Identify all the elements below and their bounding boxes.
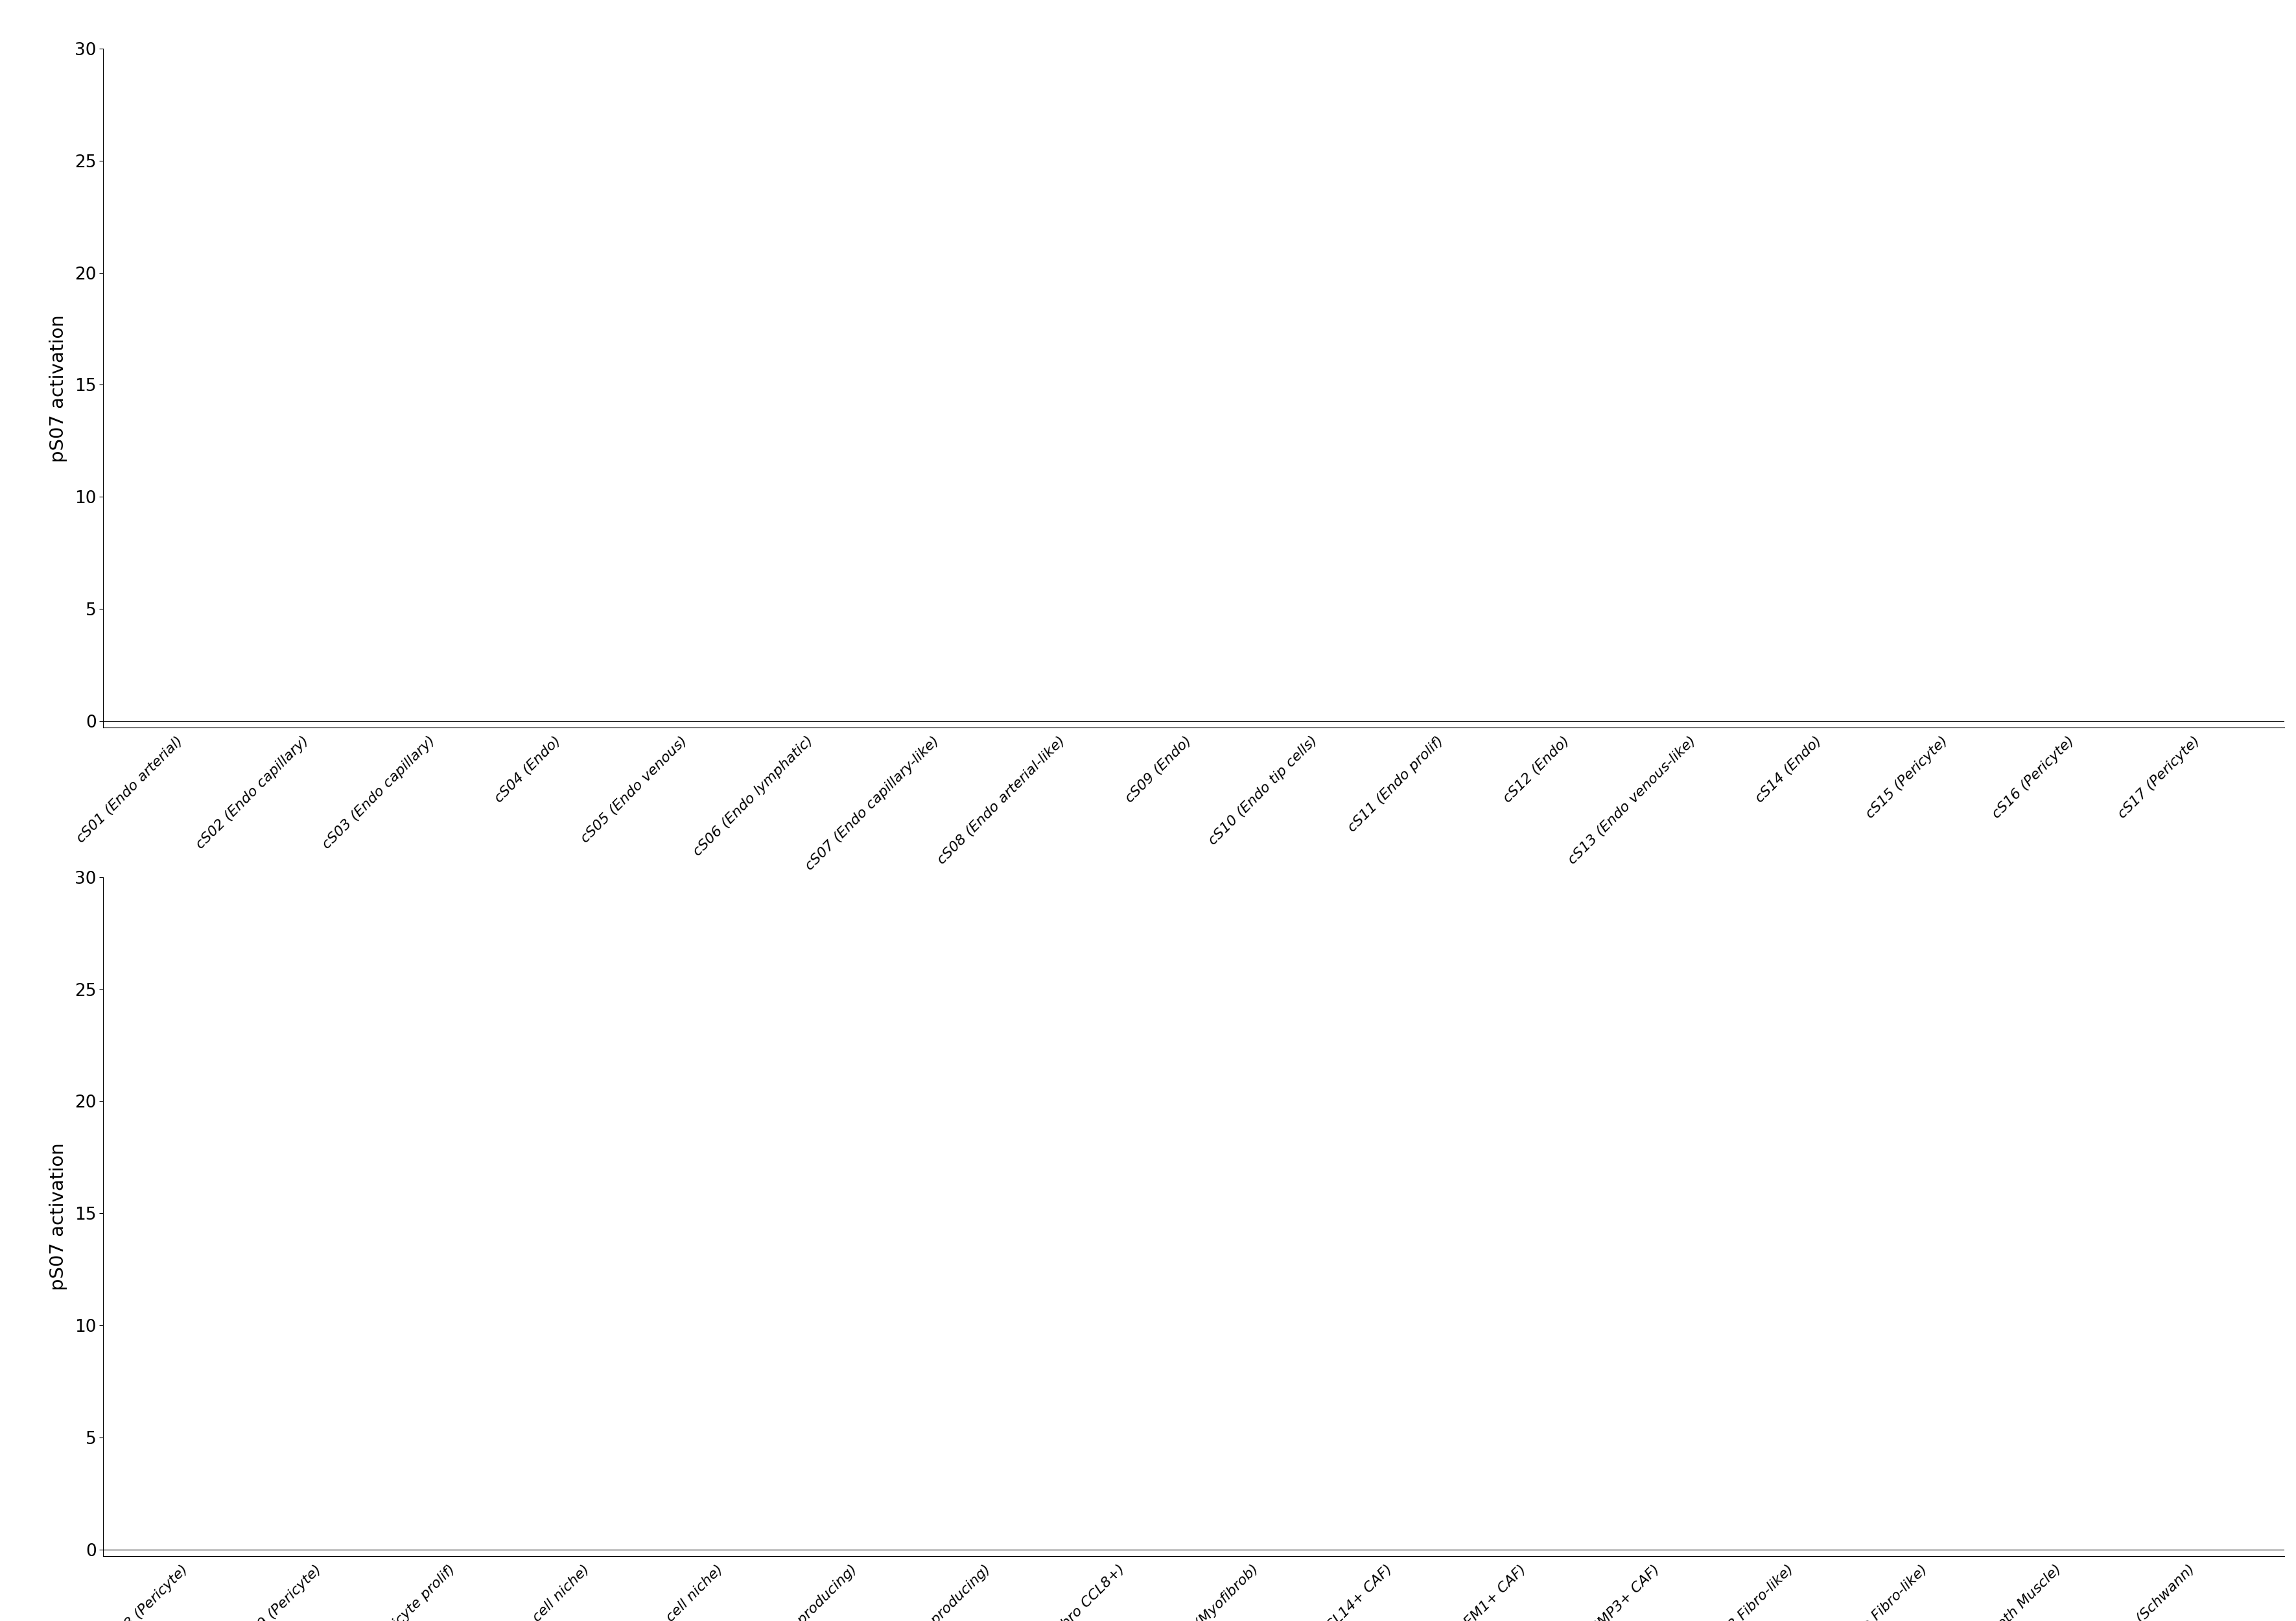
Y-axis label: pS07 activation: pS07 activation [51,1143,67,1290]
Y-axis label: pS07 activation: pS07 activation [51,314,67,462]
